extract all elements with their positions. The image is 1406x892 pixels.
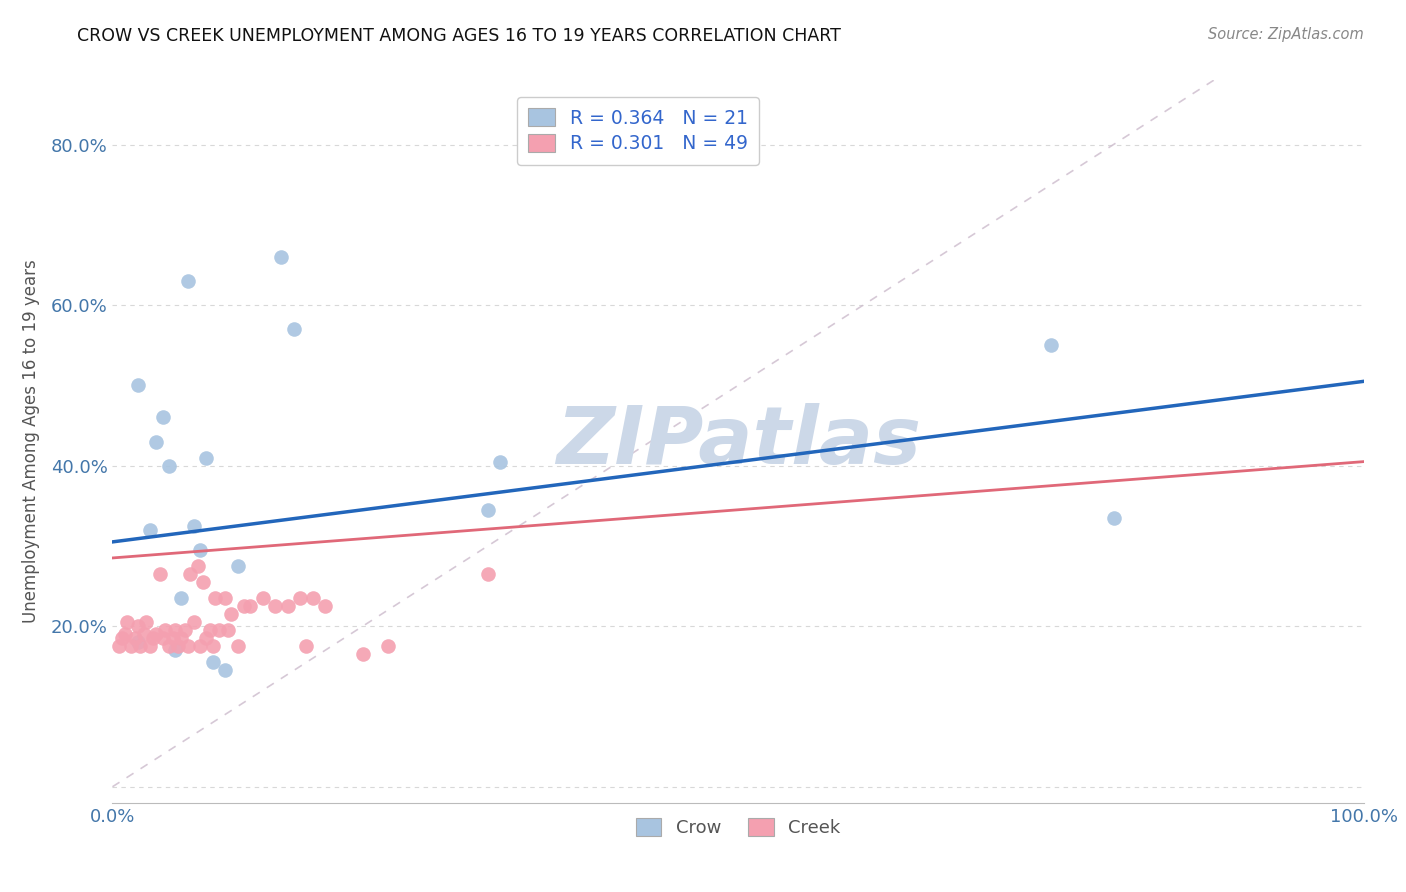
Point [264, 599, 287, 614]
Point [198, 623, 221, 637]
Point [163, 623, 186, 637]
Point [114, 627, 136, 641]
Point [153, 623, 176, 637]
Point [201, 655, 224, 669]
Point [1039, 338, 1063, 352]
Point [176, 639, 198, 653]
Point [252, 591, 274, 606]
Point [295, 639, 318, 653]
Point [174, 623, 197, 637]
Point [135, 615, 157, 630]
Point [127, 378, 149, 392]
Point [489, 454, 512, 469]
Point [183, 615, 205, 630]
Point [183, 518, 205, 533]
Point [191, 574, 214, 589]
Point [127, 635, 149, 649]
Point [239, 599, 262, 614]
Point [132, 627, 155, 641]
Point [188, 639, 211, 653]
Point [157, 458, 180, 473]
Point [179, 567, 201, 582]
Point [283, 322, 305, 336]
Point [1102, 510, 1125, 524]
Point [226, 639, 249, 653]
Point [127, 619, 149, 633]
Point [217, 623, 239, 637]
Point [163, 643, 186, 657]
Point [149, 567, 172, 582]
Point [270, 250, 292, 264]
Point [170, 632, 193, 646]
Point [117, 615, 139, 630]
Point [301, 591, 323, 606]
Text: ZIPatlas: ZIPatlas [555, 402, 921, 481]
Point [145, 434, 167, 449]
Point [111, 632, 134, 646]
Text: CROW VS CREEK UNEMPLOYMENT AMONG AGES 16 TO 19 YEARS CORRELATION CHART: CROW VS CREEK UNEMPLOYMENT AMONG AGES 16… [77, 27, 841, 45]
Point [129, 639, 152, 653]
Point [157, 639, 180, 653]
Y-axis label: Unemployment Among Ages 16 to 19 years: Unemployment Among Ages 16 to 19 years [21, 260, 39, 624]
Point [314, 599, 336, 614]
Point [152, 632, 174, 646]
Text: Source: ZipAtlas.com: Source: ZipAtlas.com [1208, 27, 1364, 42]
Point [195, 450, 218, 465]
Point [226, 558, 249, 573]
Point [166, 639, 188, 653]
Point [188, 542, 211, 557]
Point [152, 410, 174, 425]
Point [477, 502, 499, 516]
Point [204, 591, 226, 606]
Point [187, 558, 209, 573]
Point [208, 623, 231, 637]
Point [120, 639, 142, 653]
Point [195, 632, 218, 646]
Point [162, 632, 184, 646]
Point [232, 599, 254, 614]
Point [277, 599, 299, 614]
Point [214, 664, 236, 678]
Point [214, 591, 236, 606]
Point [377, 639, 399, 653]
Point [352, 648, 374, 662]
Point [170, 591, 193, 606]
Point [176, 274, 198, 288]
Point [107, 639, 129, 653]
Legend: Crow, Creek: Crow, Creek [628, 811, 848, 845]
Point [124, 632, 146, 646]
Point [221, 607, 243, 621]
Point [139, 639, 162, 653]
Point [201, 639, 224, 653]
Point [290, 591, 312, 606]
Point [145, 627, 167, 641]
Point [139, 523, 162, 537]
Point [141, 632, 163, 646]
Point [477, 567, 499, 582]
